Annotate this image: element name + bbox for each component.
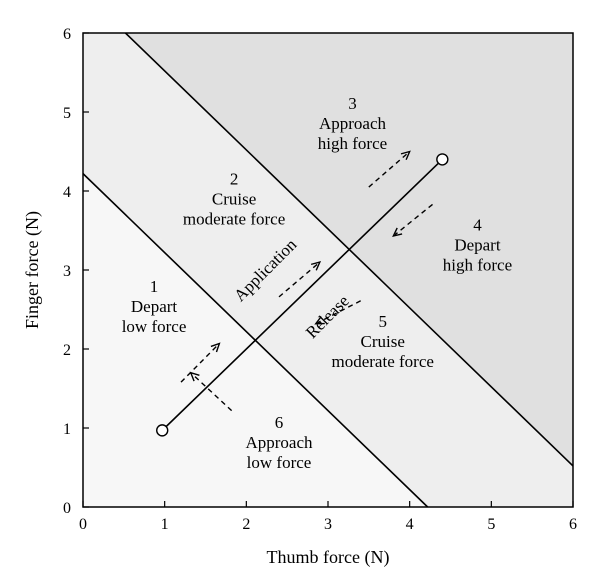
arrow-shaft: [317, 300, 361, 324]
x-tick-label: 6: [569, 516, 577, 533]
region-label-line: low force: [122, 317, 187, 336]
dashed-arrow-6: [392, 203, 433, 238]
arrow-head: [314, 316, 325, 325]
region-label-line: 2: [230, 170, 239, 189]
x-tick-label: 0: [79, 516, 87, 533]
arrow-head: [210, 342, 221, 353]
arrow-head: [189, 371, 200, 382]
region-label-line: Cruise: [212, 190, 256, 209]
region-label-1: 1 Depart low force: [122, 277, 187, 336]
y-tick-label: 5: [63, 105, 71, 122]
region-label-line: Approach: [319, 114, 387, 133]
arrow-shaft: [394, 203, 433, 236]
region-label-line: 1: [150, 277, 159, 296]
y-tick-label: 1: [63, 421, 71, 438]
arrow-head: [400, 150, 411, 161]
region-label-line: high force: [443, 256, 512, 275]
dashed-arrow-5: [368, 150, 411, 188]
region-label-line: Cruise: [361, 332, 405, 351]
region-label-line: 5: [378, 312, 387, 331]
y-tick-label: 4: [63, 184, 71, 201]
y-tick-label: 2: [63, 342, 71, 359]
x-tick-label: 3: [324, 516, 332, 533]
x-tick-label: 4: [406, 516, 414, 533]
region-label-line: 3: [348, 94, 357, 113]
region-label-line: low force: [247, 453, 312, 472]
trajectory: [156, 153, 449, 437]
dashed-arrow-3: [278, 261, 322, 298]
y-tick-label: 0: [63, 500, 71, 517]
region-label-line: Depart: [454, 236, 501, 255]
region-label-line: Depart: [131, 297, 178, 316]
region-label-line: high force: [318, 134, 387, 153]
region-label-line: Approach: [245, 433, 313, 452]
direction-arrows: [180, 150, 433, 412]
trajectory-start-marker: [156, 424, 169, 437]
arrow-head: [392, 227, 403, 238]
axis-ticks: 0 1 2 3 4 5 6 0 1 2 3 4 5 6: [63, 26, 577, 533]
dashed-arrow-1: [180, 342, 221, 383]
region-label-line: 4: [473, 216, 482, 235]
trajectory-end-marker: [436, 153, 449, 166]
region-label-6: 6 Approach low force: [245, 413, 313, 472]
x-tick-label: 5: [487, 516, 495, 533]
x-tick-label: 2: [242, 516, 250, 533]
y-axis-label: Finger force (N): [22, 211, 43, 329]
region-label-2: 2 Cruise moderate force: [183, 170, 285, 229]
dashed-arrow-4: [314, 300, 361, 325]
region-label-4: 4 Depart high force: [443, 216, 512, 275]
y-tick-label: 6: [63, 26, 71, 43]
region-label-line: 6: [275, 413, 284, 432]
region-label-line: moderate force: [183, 210, 285, 229]
x-tick-label: 1: [161, 516, 169, 533]
x-axis-label: Thumb force (N): [267, 547, 390, 568]
trajectory-line: [161, 158, 443, 431]
region-label-line: moderate force: [332, 352, 434, 371]
arrow-head: [310, 261, 322, 271]
y-tick-label: 3: [63, 263, 71, 280]
region-label-3: 3 Approach high force: [318, 94, 387, 153]
region-label-5: 5 Cruise moderate force: [332, 312, 434, 371]
dashed-arrow-2: [189, 371, 233, 412]
